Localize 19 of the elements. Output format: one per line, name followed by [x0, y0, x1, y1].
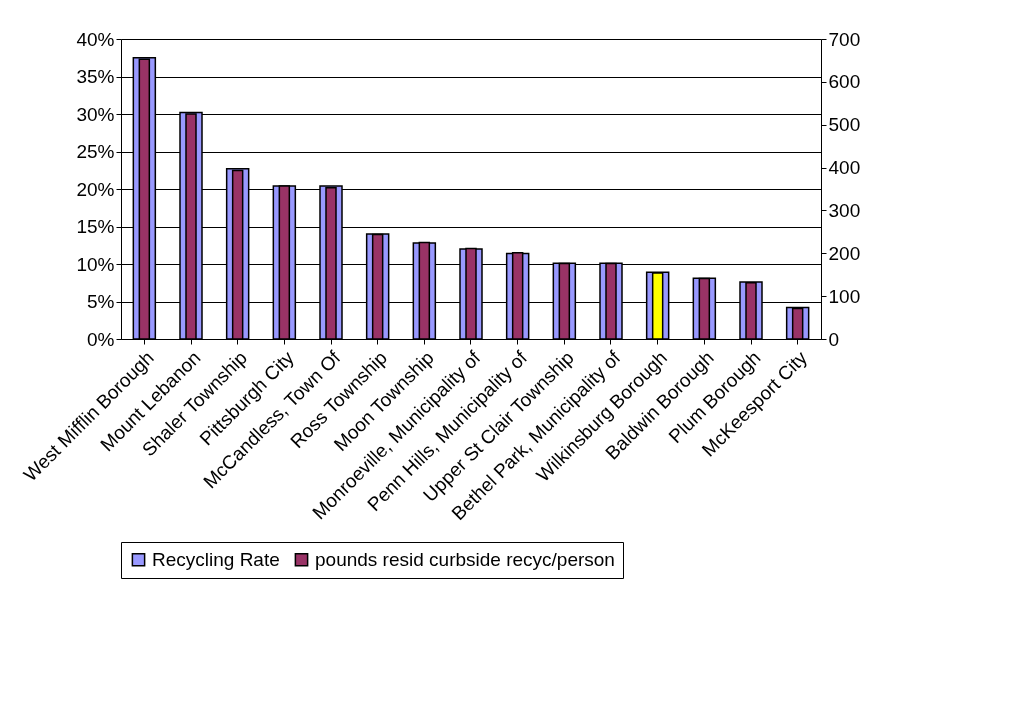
- legend-label: Recycling Rate: [152, 548, 280, 570]
- y-tick-label: 20%: [76, 178, 115, 200]
- y2-tick-label: 0: [828, 328, 840, 350]
- y2-tick-label: 300: [828, 199, 861, 221]
- y2-tick-label: 500: [828, 114, 861, 136]
- y-tick-label: 40%: [76, 28, 115, 50]
- y-tick-label: 0%: [87, 328, 115, 350]
- y2-tick-label: 200: [828, 242, 861, 264]
- y-tick-label: 35%: [76, 66, 115, 87]
- y2-tick-label: 600: [828, 71, 861, 93]
- legend-label: pounds resid curbside recyc/person: [315, 548, 615, 570]
- y2-tick-label: 400: [828, 157, 861, 179]
- y2-tick-label: 100: [828, 285, 861, 307]
- y-tick-label: 30%: [76, 103, 115, 125]
- y-tick-label: 10%: [76, 253, 115, 275]
- y-tick-label: 25%: [76, 141, 115, 162]
- y-tick-label: 5%: [87, 291, 115, 312]
- y2-tick-label: 700: [828, 28, 861, 50]
- y-tick-label: 15%: [76, 216, 115, 237]
